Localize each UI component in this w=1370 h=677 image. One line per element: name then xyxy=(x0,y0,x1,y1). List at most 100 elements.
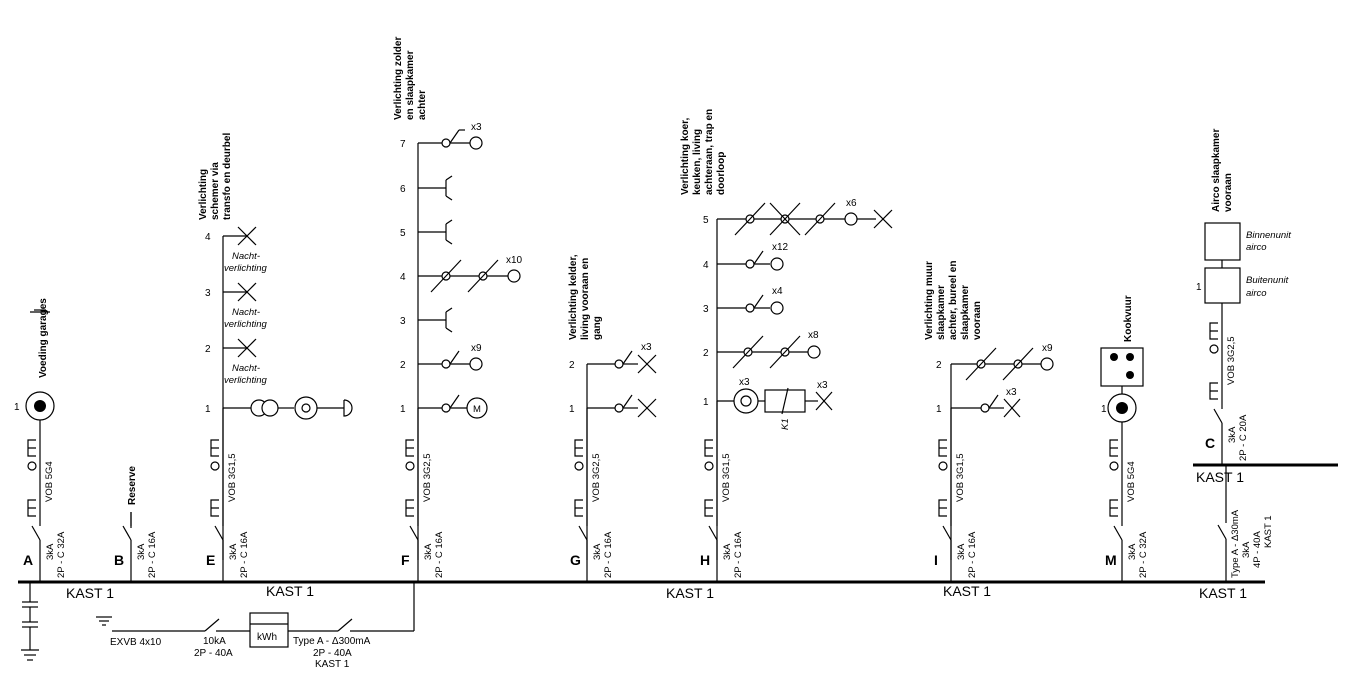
circuit-h-mult-3: x4 xyxy=(772,286,783,297)
main-breaker-type: 2P - 40A xyxy=(194,648,233,659)
circuit-g-title-2: living vooraan en xyxy=(580,258,591,340)
kwh-meter-label: kWh xyxy=(257,632,277,643)
circuit-f-mult-4: x10 xyxy=(506,255,523,266)
circuit-i-title-3: achter, bureel en xyxy=(948,261,959,340)
circuit-m-spec-rating: 2P - C 32A xyxy=(1138,531,1149,578)
nacht-label-2a: Nacht- xyxy=(232,363,260,374)
circuit-h-mult-1a: x3 xyxy=(739,377,750,388)
circuit-g-cable-mark-1 xyxy=(574,439,583,457)
main-diff-location: KAST 1 xyxy=(1263,515,1274,548)
circuit-h-num-2: 2 xyxy=(703,348,709,359)
diff-breaker-type: Type A - Δ300mA xyxy=(293,636,371,647)
circuit-i-mult-2: x9 xyxy=(1042,343,1053,354)
circuit-g-spec-rating: 2P - C 16A xyxy=(603,531,614,578)
circuit-h-mult-5: x6 xyxy=(846,198,857,209)
circuit-f-mult-7: x3 xyxy=(471,122,482,133)
main-diff-kA: 3kA xyxy=(1241,541,1252,558)
sub-bus-label: KAST 1 xyxy=(1196,469,1244,485)
circuit-f-title-1: Verlichting zolder xyxy=(393,37,404,120)
circuit-h-mult-2: x8 xyxy=(808,330,819,341)
circuit-g-cable-ring xyxy=(574,461,584,471)
supply-line xyxy=(96,582,415,648)
circuit-i-title-1: Verlichting muur xyxy=(924,261,935,340)
circuit-m-cable-type: VOB 5G4 xyxy=(1126,461,1137,502)
circuit-i-num-1: 1 xyxy=(936,404,942,415)
circuit-e-num-2: 2 xyxy=(205,344,211,355)
circuit-g-title-3: gang xyxy=(592,316,603,340)
circuit-m-cable-mark-2 xyxy=(1109,499,1118,517)
circuit-f-num-5: 5 xyxy=(400,228,406,239)
circuit-c-cable-mark-2 xyxy=(1209,382,1218,400)
circuit-f-letter: F xyxy=(401,552,410,568)
nacht-label-4a: Nacht- xyxy=(232,251,260,262)
circuit-h-title-3: achteraan, trap en xyxy=(704,109,715,195)
circuit-m-cable-ring xyxy=(1109,461,1119,471)
buitenunit-label-1: Buitenunit xyxy=(1246,275,1289,286)
circuit-i-breaker xyxy=(942,525,952,541)
circuit-g-letter: G xyxy=(570,552,581,568)
circuit-i-title-4: slaapkamer xyxy=(960,285,971,340)
circuit-h-spec-rating: 2P - C 16A xyxy=(733,531,744,578)
circuit-f-num-6: 6 xyxy=(400,184,406,195)
circuit-f-cable-type: VOB 3G2,5 xyxy=(422,453,433,502)
circuit-i-num-2: 2 xyxy=(936,360,942,371)
circuit-g-mult-2: x3 xyxy=(641,342,652,353)
circuit-g-breaker xyxy=(578,525,588,541)
bus-label-1: KAST 1 xyxy=(66,585,114,601)
circuit-e-title-2: schemer via xyxy=(210,162,221,220)
circuit-i-cable-type: VOB 3G1,5 xyxy=(955,453,966,502)
main-diff-rating: 4P - 40A xyxy=(1252,531,1263,568)
circuit-f-num-4: 4 xyxy=(400,272,406,283)
binnenunit-label-1: Binnenunit xyxy=(1246,230,1291,241)
circuit-g-cable-type: VOB 3G2,5 xyxy=(591,453,602,502)
circuit-a-cable-mark-1 xyxy=(27,439,36,457)
circuit-i-mult-1: x3 xyxy=(1006,387,1017,398)
circuit-a-cable-type: VOB 5G4 xyxy=(44,461,55,502)
circuit-a-spec-rating: 2P - C 32A xyxy=(56,531,67,578)
motor-label: M xyxy=(473,404,481,415)
circuit-c-title-1: Airco slaapkamer xyxy=(1211,129,1222,212)
circuit-c-cable-mark-1 xyxy=(1209,322,1218,340)
circuit-f-title-2: en slaapkamer xyxy=(405,50,416,120)
main-diff-type: Type A - Δ30mA xyxy=(1230,509,1241,578)
circuit-i-title-5: vooraan xyxy=(972,301,983,340)
circuit-i-cable-mark-2 xyxy=(938,499,947,517)
circuit-f-spec-kA: 3kA xyxy=(423,543,434,560)
circuit-f-spec-rating: 2P - C 16A xyxy=(434,531,445,578)
circuit-h-num-1: 1 xyxy=(703,397,709,408)
circuit-i-cable-ring xyxy=(938,461,948,471)
circuit-c-spec-rating: 2P - C 20A xyxy=(1238,414,1249,461)
circuit-f-cable-mark-2 xyxy=(405,499,414,517)
circuit-f-title-3: achter xyxy=(417,90,428,120)
circuit-h-cable-type: VOB 3G1,5 xyxy=(721,453,732,502)
circuit-c-num-1: 1 xyxy=(1196,282,1202,293)
circuit-c-breaker xyxy=(1213,408,1223,424)
main-breaker-rating: 10kA xyxy=(203,636,226,647)
circuit-e-title-1: Verlichting xyxy=(198,169,209,220)
circuit-h-num-3: 3 xyxy=(703,304,709,315)
circuit-a-spec-kA: 3kA xyxy=(45,543,56,560)
circuit-e-num-4: 4 xyxy=(205,232,211,243)
circuit-g-num-2: 2 xyxy=(569,360,575,371)
buitenunit-label-2: airco xyxy=(1246,288,1267,299)
circuit-b-spec-kA: 3kA xyxy=(136,543,147,560)
circuit-m-num-1: 1 xyxy=(1101,404,1107,415)
circuit-g-num-1: 1 xyxy=(569,404,575,415)
circuit-h-breaker xyxy=(708,525,718,541)
circuit-e-cable-mark-2 xyxy=(210,499,219,517)
circuit-a-num-1: 1 xyxy=(14,402,20,413)
circuit-m-loads xyxy=(1100,347,1144,423)
circuit-h-letter: H xyxy=(700,552,710,568)
circuit-g-loads xyxy=(586,350,657,560)
relay-k1-label: K1 xyxy=(780,418,791,430)
circuit-e-cable-type: VOB 3G1,5 xyxy=(227,453,238,502)
circuit-i-cable-mark-1 xyxy=(938,439,947,457)
circuit-f-breaker xyxy=(409,525,419,541)
circuit-e-letter: E xyxy=(206,552,215,568)
circuit-h-title-1: Verlichting koer, xyxy=(680,118,691,195)
bus-labels: KAST 1 KAST 1 KAST 1 KAST 1 KAST 1 KAST … xyxy=(66,469,1247,601)
bus-label-5: KAST 1 xyxy=(1199,585,1247,601)
circuit-g-spec-kA: 3kA xyxy=(592,543,603,560)
circuit-m-breaker xyxy=(1113,525,1123,541)
